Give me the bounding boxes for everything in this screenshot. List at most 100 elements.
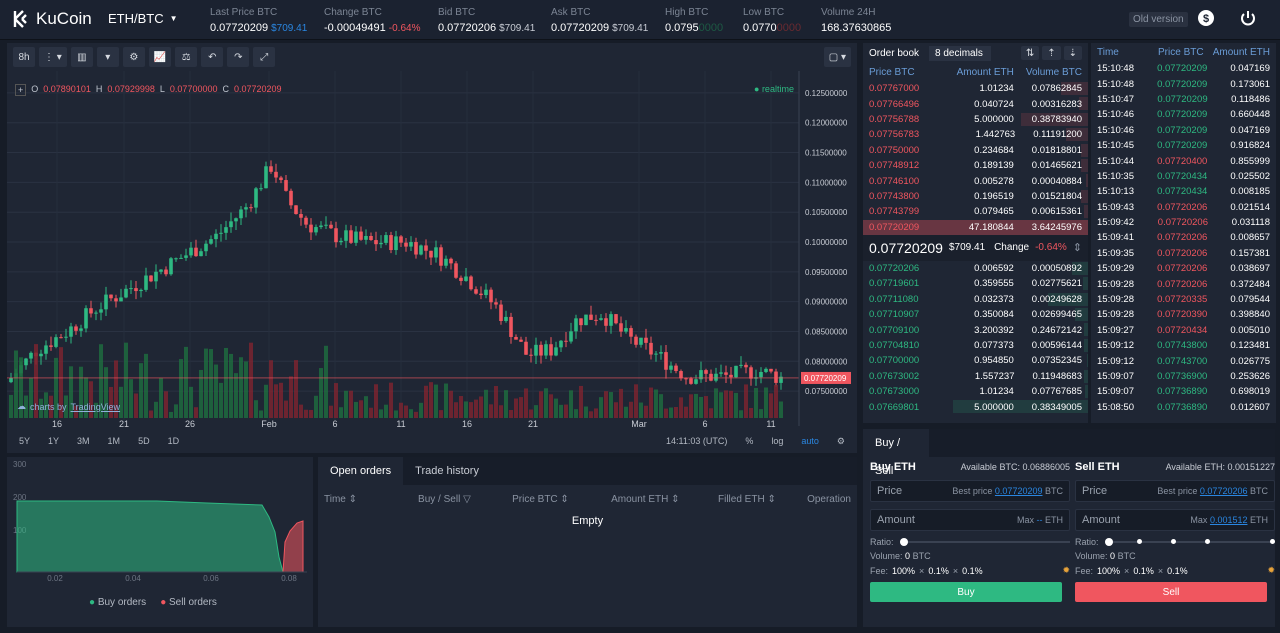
settings-icon[interactable]: ⚙ — [122, 47, 145, 67]
bid-row[interactable]: 0.07709100 3.200392 0.24672142 — [863, 322, 1088, 337]
ask-row[interactable]: 0.07743800 0.196519 0.01521804 — [863, 189, 1088, 204]
col-amount[interactable]: Amount ETH ⇕ — [611, 493, 680, 505]
col-price[interactable]: Price BTC ⇕ — [512, 493, 569, 505]
depth-chart[interactable]: 300 200 100 0.02 0.04 0.06 0.08 — [7, 457, 313, 627]
volume-bar — [604, 391, 608, 418]
candle — [154, 271, 158, 282]
kucoin-logo[interactable]: KuCoin — [12, 8, 92, 30]
ask-row[interactable]: 0.07767000 1.01234 0.07862845 — [863, 81, 1088, 96]
indicators-icon[interactable]: 📈 — [148, 47, 172, 67]
kucoin-logo-icon — [13, 10, 27, 28]
fullscreen-icon[interactable]: ⤢ — [253, 47, 276, 67]
candle — [574, 318, 578, 332]
last-price: 0.07720209 — [869, 239, 943, 256]
percent-toggle[interactable]: % — [745, 436, 754, 446]
old-version-button[interactable]: Old version — [1129, 12, 1188, 27]
sell-price-input[interactable]: Price Best price 0.07720206 BTC — [1075, 480, 1275, 502]
buy-button[interactable]: Buy — [870, 582, 1062, 602]
trade-row: 15:09:29 0.07720206 0.038697 — [1091, 261, 1276, 276]
more-intervals-icon[interactable]: ⋮ ▾ — [39, 47, 67, 67]
chart-settings-icon[interactable]: ⚙ — [836, 435, 845, 446]
volume-bar — [664, 408, 668, 418]
tab-trade-history[interactable]: Trade history — [415, 465, 479, 477]
bid-row[interactable]: 0.07669801 5.000000 0.38349005 — [863, 399, 1088, 414]
candle — [459, 277, 463, 281]
ask-row[interactable]: 0.07746100 0.005278 0.00040884 — [863, 173, 1088, 188]
bid-row[interactable]: 0.07700000 0.954850 0.07352345 — [863, 353, 1088, 368]
trade-time: 15:09:35 — [1097, 247, 1134, 259]
sell-ratio-slider[interactable]: Ratio: — [1075, 537, 1275, 547]
power-icon[interactable] — [1239, 9, 1259, 29]
col-time[interactable]: Time ⇕ — [324, 493, 358, 505]
compare-icon[interactable]: ⚖ — [175, 47, 198, 67]
bid-row[interactable]: 0.07711080 0.032373 0.00249628 — [863, 292, 1088, 307]
ask-row[interactable]: 0.07748912 0.189139 0.01465621 — [863, 158, 1088, 173]
sun-icon[interactable]: ✹ — [1062, 565, 1070, 575]
both-view-icon[interactable]: ⇅ — [1020, 46, 1040, 60]
log-toggle[interactable]: log — [771, 436, 784, 446]
auto-toggle[interactable]: auto — [801, 436, 819, 446]
volume-bar — [499, 405, 503, 418]
sell-amount-input[interactable]: Amount Max 0.001512 ETH — [1075, 509, 1275, 531]
trade-amount: 0.012607 — [1230, 401, 1270, 413]
candle-type-icon[interactable]: ▥ — [70, 47, 93, 67]
bid-row[interactable]: 0.07673000 1.01234 0.07767685 — [863, 384, 1088, 399]
volume: 0.01465621 — [1031, 160, 1082, 172]
ask-row[interactable]: 0.07766496 0.040724 0.00316283 — [863, 96, 1088, 111]
ask-row[interactable]: 0.07720209 47.180844 3.64245976 — [863, 219, 1088, 235]
layout-icon[interactable]: ▢ ▾ — [823, 47, 851, 67]
volume-bar — [374, 384, 378, 418]
candlestick-chart[interactable]: 0.12500000 0.12000000 0.11500000 0.11000000… — [7, 71, 857, 431]
col-buy-sell[interactable]: Buy / Sell ▽ — [418, 493, 471, 505]
tf-3m[interactable]: 3M — [77, 436, 90, 446]
sort-icon[interactable]: ⇕ — [1072, 242, 1082, 255]
volume-bar — [734, 392, 738, 418]
candle — [134, 288, 138, 292]
tab-buy-sell[interactable]: Buy / Sell — [863, 429, 929, 477]
redo-icon[interactable]: ↷ — [227, 47, 250, 67]
bids-view-icon[interactable]: ⇣ — [1063, 46, 1082, 60]
tf-1m[interactable]: 1M — [107, 436, 121, 446]
sell-button[interactable]: Sell — [1075, 582, 1267, 602]
undo-icon[interactable]: ↶ — [201, 47, 224, 67]
bid-row[interactable]: 0.07673002 1.557237 0.11948683 — [863, 369, 1088, 384]
sun-icon[interactable]: ✹ — [1267, 565, 1275, 575]
price: 0.07746100 — [869, 175, 920, 187]
volume-bar — [579, 385, 583, 418]
ask-row[interactable]: 0.07756788 5.000000 0.38783940 — [863, 112, 1088, 127]
tradingview-credit[interactable]: ☁ charts by TradingView — [17, 401, 121, 412]
bid-row[interactable]: 0.07720206 0.006592 0.00050892 — [863, 261, 1088, 276]
amount: 0.189139 — [974, 160, 1014, 172]
pair-selector[interactable]: ETH/BTC ▼ — [108, 11, 178, 26]
tab-open-orders[interactable]: Open orders — [318, 457, 404, 485]
decimals-select[interactable]: 8 decimals — [929, 45, 992, 61]
volume: 0.24672142 — [1031, 324, 1082, 336]
ask-row[interactable]: 0.07756783 1.442763 0.11191200 — [863, 127, 1088, 142]
legend-buy[interactable]: ● Buy orders — [89, 597, 147, 608]
trade-row: 15:10:13 0.07720434 0.008185 — [1091, 184, 1276, 199]
buy-ratio-slider[interactable]: Ratio: — [870, 537, 1070, 547]
ask-row[interactable]: 0.07743799 0.079465 0.00615361 — [863, 204, 1088, 219]
bid-row[interactable]: 0.07704810 0.077373 0.00596144 — [863, 338, 1088, 353]
bid-row[interactable]: 0.07719601 0.359555 0.02775621 — [863, 276, 1088, 291]
buy-price-input[interactable]: Price Best price 0.07720209 BTC — [870, 480, 1070, 502]
col-operation: Operation — [807, 493, 851, 505]
bid-row[interactable]: 0.07710907 0.350084 0.02699465 — [863, 307, 1088, 322]
trade-row: 15:09:07 0.07736900 0.253626 — [1091, 369, 1276, 384]
asks-view-icon[interactable]: ⇡ — [1042, 46, 1061, 60]
depth-y-tick: 300 — [13, 460, 27, 469]
interval-button[interactable]: 8h — [13, 47, 35, 67]
chart-type-caret-icon[interactable]: ▾ — [96, 47, 119, 67]
ask-row[interactable]: 0.07750000 0.234684 0.01818801 — [863, 143, 1088, 158]
col-filled[interactable]: Filled ETH ⇕ — [717, 493, 776, 505]
tf-5y[interactable]: 5Y — [19, 436, 31, 446]
tf-5d[interactable]: 5D — [138, 436, 150, 446]
tf-1d[interactable]: 1D — [167, 436, 180, 446]
dollar-icon[interactable]: $ — [1197, 9, 1217, 29]
buy-amount-input[interactable]: Amount Max -- ETH — [870, 509, 1070, 531]
legend-sell[interactable]: ● Sell orders — [160, 597, 217, 608]
plus-icon[interactable]: + — [15, 84, 27, 96]
tf-1y[interactable]: 1Y — [48, 436, 60, 446]
candle — [594, 319, 598, 321]
order-book-panel: Order book 8 decimals ⇅ ⇡ ⇣ Price BTC Amo… — [863, 43, 1088, 423]
